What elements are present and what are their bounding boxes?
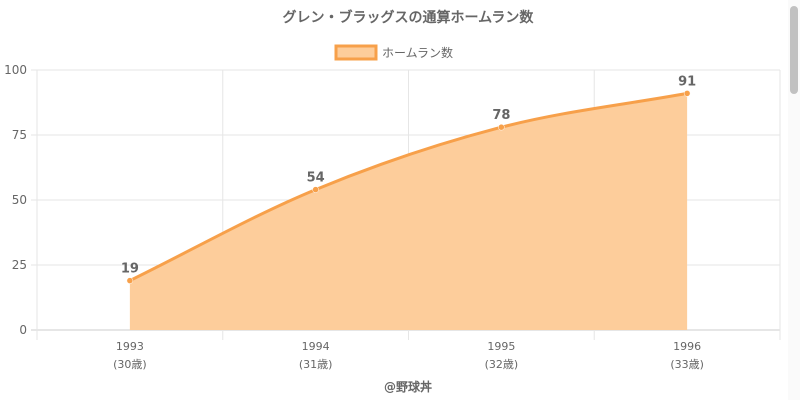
x-tick-label: 1996 xyxy=(673,340,701,353)
y-tick-label: 75 xyxy=(12,128,27,142)
x-tick-age-label: (33歳) xyxy=(670,358,704,371)
legend-swatch xyxy=(334,44,378,61)
x-tick-label: 1995 xyxy=(487,340,515,353)
y-tick-label: 50 xyxy=(12,193,27,207)
x-axis-caption: @野球丼 xyxy=(384,379,432,394)
x-tick-age-label: (32歳) xyxy=(485,358,519,371)
legend[interactable]: ホームラン数 xyxy=(334,44,453,61)
x-tick-label: 1994 xyxy=(302,340,330,353)
data-point xyxy=(312,186,319,193)
y-tick-label: 0 xyxy=(19,323,27,337)
data-label: 54 xyxy=(307,171,325,186)
data-point xyxy=(126,277,134,284)
legend-label: ホームラン数 xyxy=(382,45,453,60)
data-label: 19 xyxy=(121,262,139,277)
x-tick-age-label: (31歳) xyxy=(299,358,333,371)
y-tick-label: 100 xyxy=(4,63,27,77)
data-point xyxy=(683,90,691,97)
y-tick-label: 25 xyxy=(12,258,27,272)
x-tick-label: 1993 xyxy=(116,340,144,353)
chart-title: グレン・ブラッグスの通算ホームラン数 xyxy=(283,9,535,26)
data-point xyxy=(498,123,505,131)
data-label: 78 xyxy=(492,108,510,123)
x-tick-age-label: (30歳) xyxy=(113,358,147,371)
scrollbar-thumb[interactable] xyxy=(790,6,798,94)
data-label: 91 xyxy=(678,74,696,89)
series-area xyxy=(129,93,688,331)
series-line xyxy=(129,91,688,282)
vertical-scrollbar[interactable] xyxy=(788,0,800,400)
